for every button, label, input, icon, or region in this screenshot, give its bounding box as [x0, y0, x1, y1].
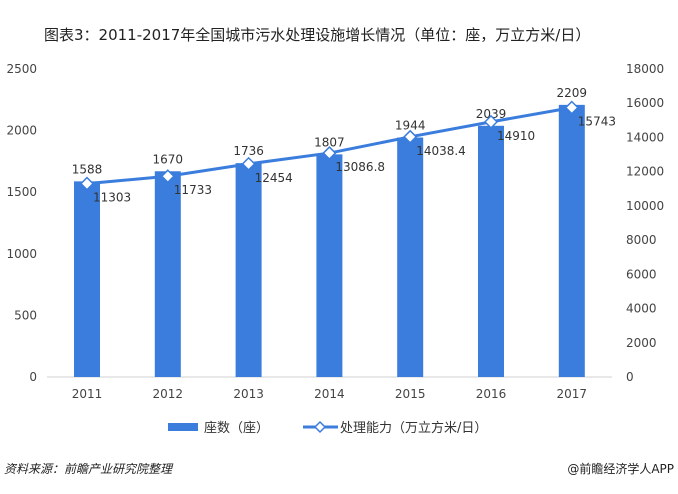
- line-data-label: 12454: [255, 171, 293, 185]
- bar: [154, 171, 181, 377]
- line-marker: [403, 129, 418, 144]
- bar-data-label: 1736: [233, 144, 264, 158]
- y-right-tick-label: 6000: [626, 267, 657, 281]
- line-data-label: 14910: [497, 129, 535, 143]
- x-tick-label: 2011: [72, 387, 103, 401]
- bar-data-label: 1944: [395, 118, 426, 132]
- legend-bar-label: 座数（座）: [204, 421, 269, 436]
- line-data-label: 15743: [578, 115, 616, 129]
- y-left-tick-label: 0: [29, 370, 37, 384]
- bar: [558, 104, 585, 377]
- line-data-label: 14038.4: [416, 144, 466, 158]
- bar: [316, 154, 343, 377]
- y-right-tick-label: 18000: [626, 62, 664, 76]
- bar: [478, 125, 504, 377]
- x-tick-label: 2015: [395, 387, 426, 401]
- y-left-tick-label: 1500: [6, 185, 37, 199]
- chart-title: 图表3：2011-2017年全国城市污水处理设施增长情况（单位：座，万立方米/日…: [44, 26, 591, 44]
- line-marker: [564, 100, 579, 115]
- line-marker: [241, 156, 256, 171]
- legend-line-marker: [313, 420, 327, 434]
- bar-data-label: 2209: [557, 86, 588, 100]
- y-left-tick-label: 2000: [6, 124, 37, 138]
- y-right-tick-label: 0: [626, 370, 634, 384]
- bar: [235, 163, 262, 377]
- x-tick-label: 2017: [557, 387, 588, 401]
- bar: [74, 181, 100, 377]
- legend-bar-swatch: [168, 423, 198, 431]
- line-marker: [79, 176, 95, 191]
- x-tick-label: 2014: [314, 387, 345, 401]
- line-marker: [322, 146, 337, 161]
- bar-data-label: 2039: [476, 107, 507, 121]
- x-tick-label: 2013: [233, 387, 264, 401]
- line-marker: [483, 114, 499, 129]
- line-marker: [160, 169, 175, 184]
- bar-data-label: 1588: [72, 162, 103, 176]
- y-right-tick-label: 8000: [626, 233, 657, 247]
- y-right-tick-label: 4000: [626, 302, 657, 316]
- y-left-tick-label: 2500: [6, 62, 37, 76]
- bar-data-label: 1807: [314, 135, 345, 149]
- y-right-tick-label: 12000: [626, 165, 664, 179]
- y-right-tick-label: 16000: [626, 96, 664, 110]
- x-tick-label: 2016: [476, 387, 507, 401]
- y-right-tick-label: 2000: [626, 336, 657, 350]
- legend-line-label: 处理能力（万立方米/日）: [340, 420, 487, 436]
- line-data-label: 13086.8: [335, 160, 385, 174]
- brand-credit: @前瞻经济学人APP: [567, 462, 674, 476]
- bar-data-label: 1670: [153, 152, 184, 166]
- x-tick-label: 2012: [153, 387, 184, 401]
- source-note: 资料来源：前瞻产业研究院整理: [4, 462, 173, 476]
- y-right-tick-label: 14000: [626, 130, 664, 144]
- bar: [397, 137, 424, 377]
- line-data-label: 11733: [174, 183, 212, 197]
- y-left-tick-label: 1000: [6, 247, 37, 261]
- y-left-tick-label: 500: [14, 308, 37, 322]
- y-right-tick-label: 10000: [626, 199, 664, 213]
- line-data-label: 11303: [93, 191, 131, 205]
